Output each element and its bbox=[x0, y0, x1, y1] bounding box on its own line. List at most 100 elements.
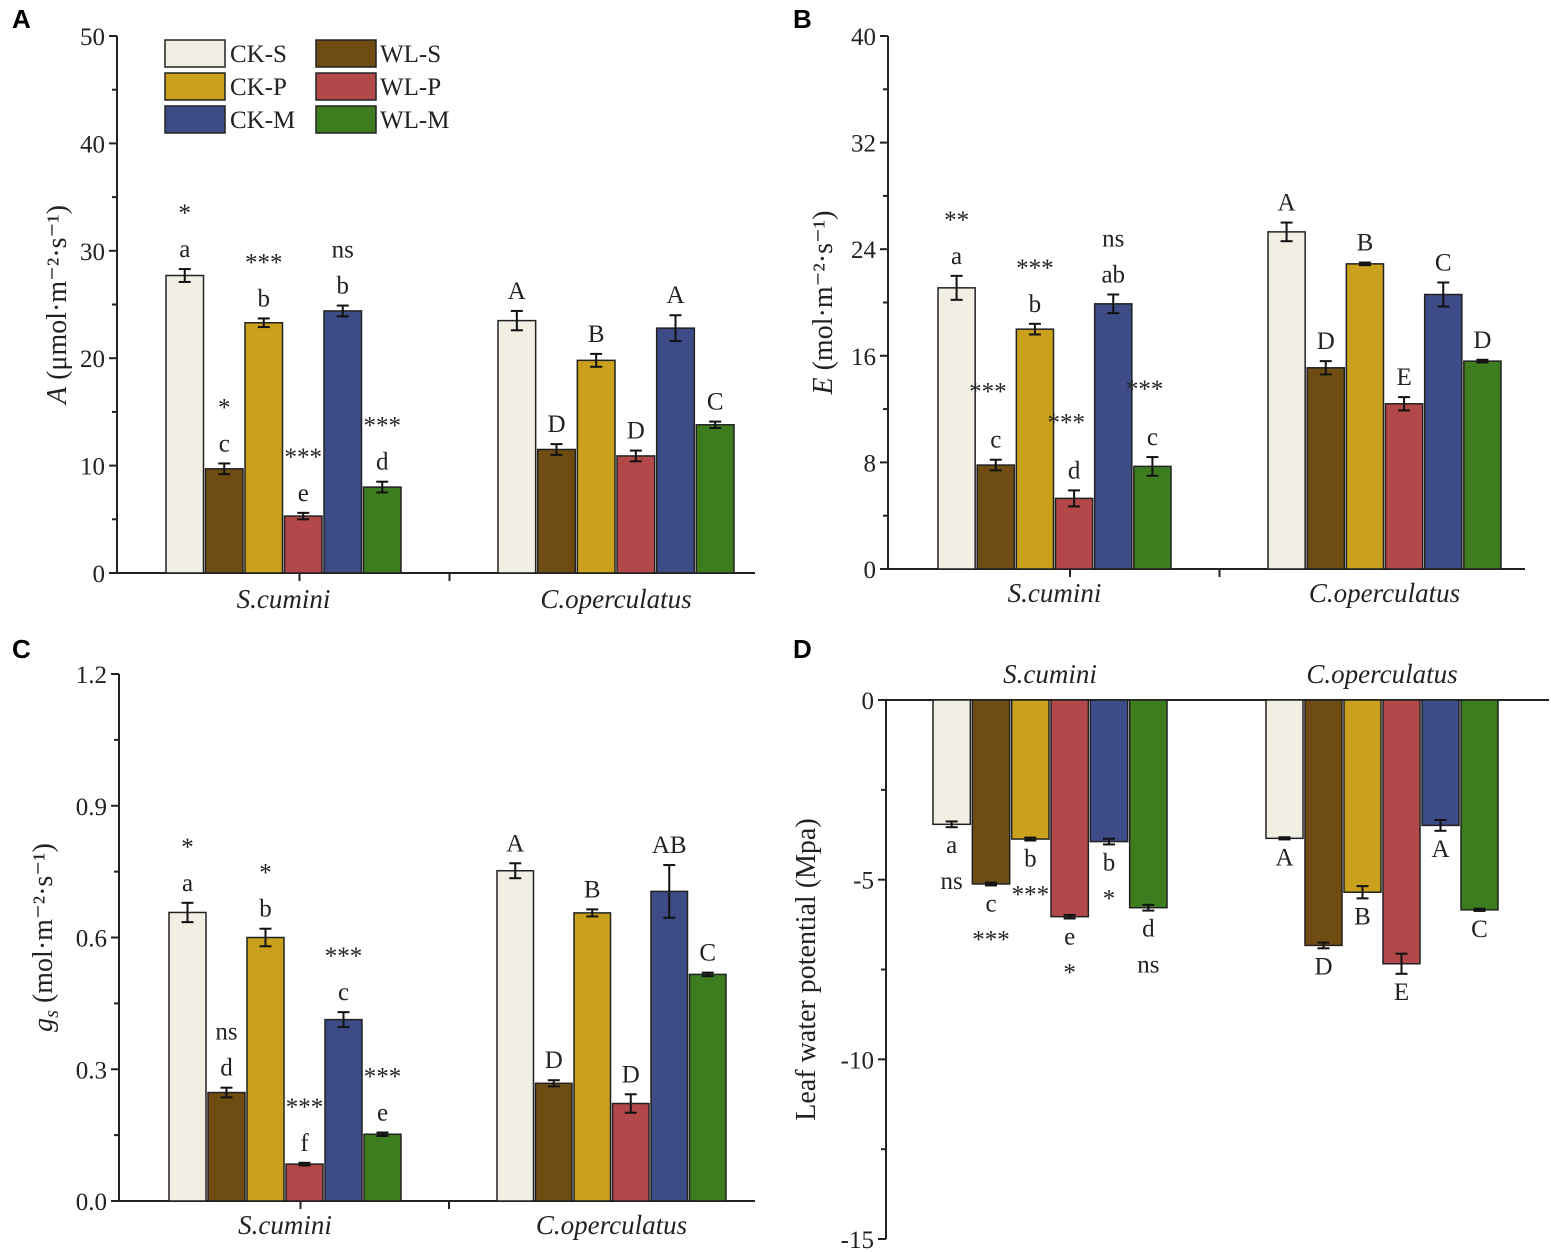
significance-letter: a bbox=[179, 236, 190, 263]
y-tick-label: 10 bbox=[80, 454, 105, 481]
legend: CK-S WL-S CK-P WL-P CK-M WL-M bbox=[164, 39, 449, 134]
significance-letter: d bbox=[376, 449, 389, 476]
bar-ck-m bbox=[1421, 699, 1460, 827]
bar-wl-s bbox=[971, 699, 1011, 885]
significance-marker: *** bbox=[1012, 881, 1050, 908]
y-axis-label: Leaf water potential (Mpa) bbox=[791, 818, 822, 1120]
significance-letter: c bbox=[985, 890, 996, 917]
significance-letter: b bbox=[1029, 291, 1042, 318]
significance-letter: D bbox=[545, 1047, 563, 1074]
significance-letter: ab bbox=[1101, 262, 1125, 289]
bar-ck-m bbox=[650, 890, 689, 1202]
bar-ck-p bbox=[1345, 263, 1385, 570]
panel-letter: B bbox=[793, 4, 812, 34]
bar-ck-p bbox=[576, 359, 616, 574]
significance-marker: * bbox=[218, 394, 231, 421]
significance-letter: a bbox=[951, 243, 962, 270]
legend-swatch-wl-p bbox=[315, 72, 377, 101]
significance-marker: ns bbox=[941, 868, 963, 895]
y-axis-label-unit: (μmol·m⁻²·s⁻¹) bbox=[42, 205, 73, 387]
significance-letter: B bbox=[1357, 230, 1374, 257]
y-tick-label: -5 bbox=[853, 868, 874, 895]
category-label: S.cumini bbox=[238, 1210, 332, 1240]
y-axis-label-var: g bbox=[28, 1018, 59, 1032]
significance-letter: A bbox=[1278, 190, 1296, 217]
significance-marker: ns bbox=[215, 1019, 237, 1046]
y-tick-label: -15 bbox=[841, 1227, 874, 1252]
legend-label: WL-P bbox=[380, 74, 441, 101]
legend-label: WL-S bbox=[380, 41, 441, 68]
legend-label: CK-M bbox=[230, 107, 295, 134]
panel-b: B 0 8 16 24 32 40 S.cumini C.operculatus E (mol·m… bbox=[793, 4, 1525, 608]
significance-letter: b bbox=[258, 285, 271, 312]
significance-letter: c bbox=[990, 427, 1001, 454]
significance-letter: c bbox=[1147, 424, 1158, 451]
significance-marker: *** bbox=[1016, 255, 1054, 282]
bar-wl-m bbox=[1128, 699, 1168, 909]
y-tick-label: 20 bbox=[80, 346, 105, 373]
significance-marker: * bbox=[1063, 959, 1076, 986]
significance-letter: a bbox=[946, 832, 957, 859]
bar-wl-m bbox=[362, 486, 402, 574]
category-label: S.cumini bbox=[1008, 578, 1102, 608]
significance-marker: *** bbox=[245, 249, 283, 276]
panel-letter: D bbox=[793, 634, 812, 664]
bar-wl-s bbox=[534, 1082, 573, 1202]
significance-letter: C bbox=[707, 389, 724, 416]
bar-wl-s bbox=[1304, 699, 1343, 947]
significance-letter: d bbox=[1068, 457, 1081, 484]
bar-ck-p bbox=[246, 936, 285, 1202]
significance-letter: e bbox=[377, 1099, 388, 1126]
y-axis-label-unit: (mol·m⁻²·s⁻¹) bbox=[808, 211, 839, 378]
significance-letter: b bbox=[259, 896, 272, 923]
bar-ck-p bbox=[573, 912, 612, 1202]
significance-letter: A bbox=[666, 282, 684, 309]
y-axis-label-var: E bbox=[808, 377, 839, 395]
bar-ck-m bbox=[324, 1018, 363, 1202]
bar-wl-p bbox=[611, 1102, 650, 1202]
significance-marker: * bbox=[179, 200, 192, 227]
significance-marker: *** bbox=[969, 379, 1007, 406]
bar-wl-m bbox=[688, 973, 727, 1202]
bar-wl-p bbox=[616, 455, 656, 574]
bar-ck-s bbox=[496, 869, 535, 1202]
significance-letter: E bbox=[1396, 364, 1411, 391]
panel-letter: A bbox=[12, 4, 31, 34]
bar-ck-m bbox=[1089, 699, 1129, 843]
y-tick-label: -10 bbox=[841, 1047, 874, 1074]
significance-marker: *** bbox=[364, 413, 402, 440]
y-tick-label: 16 bbox=[851, 344, 876, 371]
significance-marker: *** bbox=[325, 943, 363, 970]
bar-wl-s bbox=[976, 464, 1016, 570]
significance-marker: * bbox=[259, 860, 272, 887]
bar-ck-s bbox=[1265, 699, 1304, 840]
bar-ck-s bbox=[1267, 231, 1306, 570]
bar-ck-p bbox=[1010, 699, 1050, 840]
significance-letter: A bbox=[1275, 844, 1293, 871]
significance-letter: f bbox=[300, 1130, 309, 1157]
panel-d: D 0 -5 -10 -15 S.cumini C.operculatus Leaf wate… bbox=[791, 634, 1549, 1252]
bar-ck-p bbox=[1343, 699, 1382, 893]
bar-ck-m bbox=[1423, 293, 1463, 570]
significance-marker: *** bbox=[972, 926, 1010, 953]
bar-ck-m bbox=[323, 310, 363, 574]
y-tick-label: 0 bbox=[862, 688, 875, 715]
y-tick-label: 1.2 bbox=[76, 662, 107, 689]
significance-marker: *** bbox=[364, 1063, 402, 1090]
significance-letter: D bbox=[627, 418, 645, 445]
y-axis-label: E (mol·m⁻²·s⁻¹) bbox=[808, 211, 839, 396]
bar-wl-p bbox=[1384, 403, 1424, 570]
y-axis-label-var: A bbox=[42, 386, 73, 406]
y-tick-label: 30 bbox=[80, 239, 105, 266]
bar-ck-m bbox=[1093, 303, 1133, 570]
category-label: S.cumini bbox=[1003, 659, 1097, 689]
legend-swatch-ck-s bbox=[164, 39, 226, 68]
bar-wl-p bbox=[1382, 699, 1421, 965]
significance-marker: ** bbox=[944, 207, 969, 234]
significance-letter: e bbox=[298, 480, 309, 507]
significance-letter: C bbox=[1435, 250, 1452, 277]
y-tick-label: 0.9 bbox=[76, 794, 107, 821]
category-label: C.operculatus bbox=[536, 1210, 687, 1240]
legend-swatch-ck-p bbox=[164, 72, 226, 101]
